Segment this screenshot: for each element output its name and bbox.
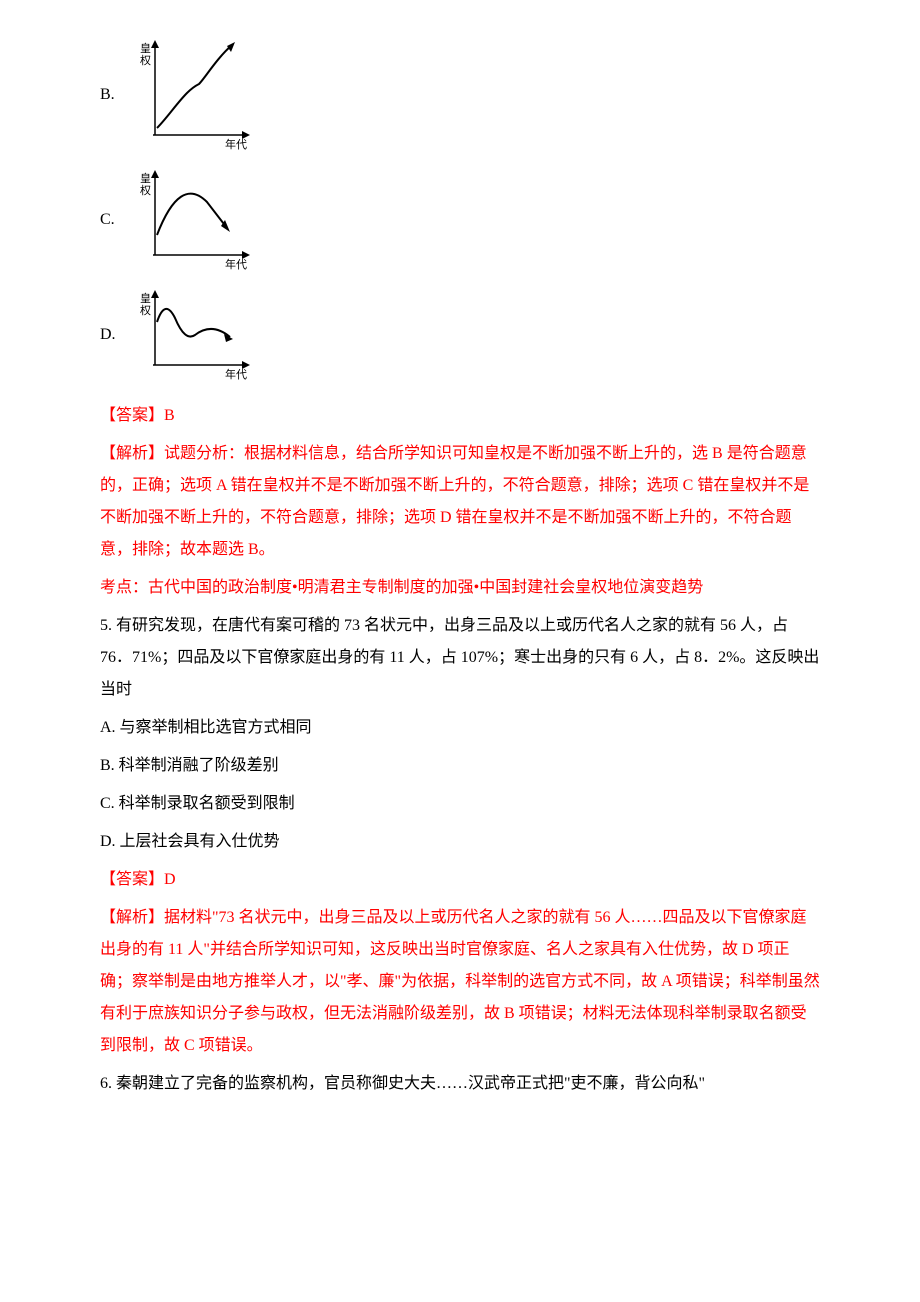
- answer-2: 【答案】D: [100, 864, 820, 896]
- chart-b: 皇 权 年代: [135, 40, 255, 150]
- choice-5b: B. 科举制消融了阶级差别: [100, 750, 820, 782]
- choice-5d: D. 上层社会具有入仕优势: [100, 826, 820, 858]
- analysis-2-text: 据材料"73 名状元中，出身三品及以上或历代名人之家的就有 56 人……四品及以…: [100, 909, 820, 1054]
- analysis-2: 【解析】据材料"73 名状元中，出身三品及以上或历代名人之家的就有 56 人………: [100, 902, 820, 1062]
- option-d-row: D. 皇 权 年代: [100, 290, 820, 380]
- question-6-text: 秦朝建立了完备的监察机构，官员称御史大夫……汉武帝正式把"吏不廉，背公向私": [116, 1075, 705, 1092]
- answer-1: 【答案】B: [100, 400, 820, 432]
- answer-1-value: B: [164, 407, 175, 424]
- svg-text:权: 权: [140, 184, 151, 197]
- svg-text:皇: 皇: [140, 171, 151, 185]
- question-6: 6. 秦朝建立了完备的监察机构，官员称御史大夫……汉武帝正式把"吏不廉，背公向私…: [100, 1068, 820, 1100]
- analysis-1-label: 【解析】: [100, 445, 164, 462]
- answer-2-label: 【答案】: [100, 871, 164, 888]
- answer-2-value: D: [164, 871, 176, 888]
- svg-text:年代: 年代: [225, 257, 247, 270]
- svg-text:皇: 皇: [140, 291, 151, 305]
- chart-d: 皇 权 年代: [135, 290, 255, 380]
- question-5-number: 5.: [100, 617, 112, 634]
- choice-5a: A. 与察举制相比选官方式相同: [100, 712, 820, 744]
- svg-text:皇: 皇: [140, 41, 151, 55]
- option-c-label: C.: [100, 204, 120, 236]
- chart-c: 皇 权 年代: [135, 170, 255, 270]
- choice-5c: C. 科举制录取名额受到限制: [100, 788, 820, 820]
- option-c-row: C. 皇 权 年代: [100, 170, 820, 270]
- question-5: 5. 有研究发现，在唐代有案可稽的 73 名状元中，出身三品及以上或历代名人之家…: [100, 610, 820, 706]
- topic-1: 考点：古代中国的政治制度•明清君主专制制度的加强•中国封建社会皇权地位演变趋势: [100, 572, 820, 604]
- question-5-text: 有研究发现，在唐代有案可稽的 73 名状元中，出身三品及以上或历代名人之家的就有…: [100, 617, 819, 698]
- analysis-1: 【解析】试题分析：根据材料信息，结合所学知识可知皇权是不断加强不断上升的，选 B…: [100, 438, 820, 566]
- analysis-2-label: 【解析】: [100, 909, 164, 926]
- svg-text:权: 权: [140, 304, 151, 317]
- question-6-number: 6.: [100, 1075, 112, 1092]
- answer-1-label: 【答案】: [100, 407, 164, 424]
- chart-d-svg: 皇 权 年代: [135, 290, 255, 380]
- svg-text:年代: 年代: [225, 367, 247, 380]
- option-d-label: D.: [100, 319, 120, 351]
- option-b-row: B. 皇 权 年代: [100, 40, 820, 150]
- svg-text:年代: 年代: [225, 137, 247, 150]
- svg-text:权: 权: [140, 54, 151, 67]
- chart-c-svg: 皇 权 年代: [135, 170, 255, 270]
- chart-b-svg: 皇 权 年代: [135, 40, 255, 150]
- analysis-1-text: 试题分析：根据材料信息，结合所学知识可知皇权是不断加强不断上升的，选 B 是符合…: [100, 445, 809, 558]
- option-b-label: B.: [100, 79, 120, 111]
